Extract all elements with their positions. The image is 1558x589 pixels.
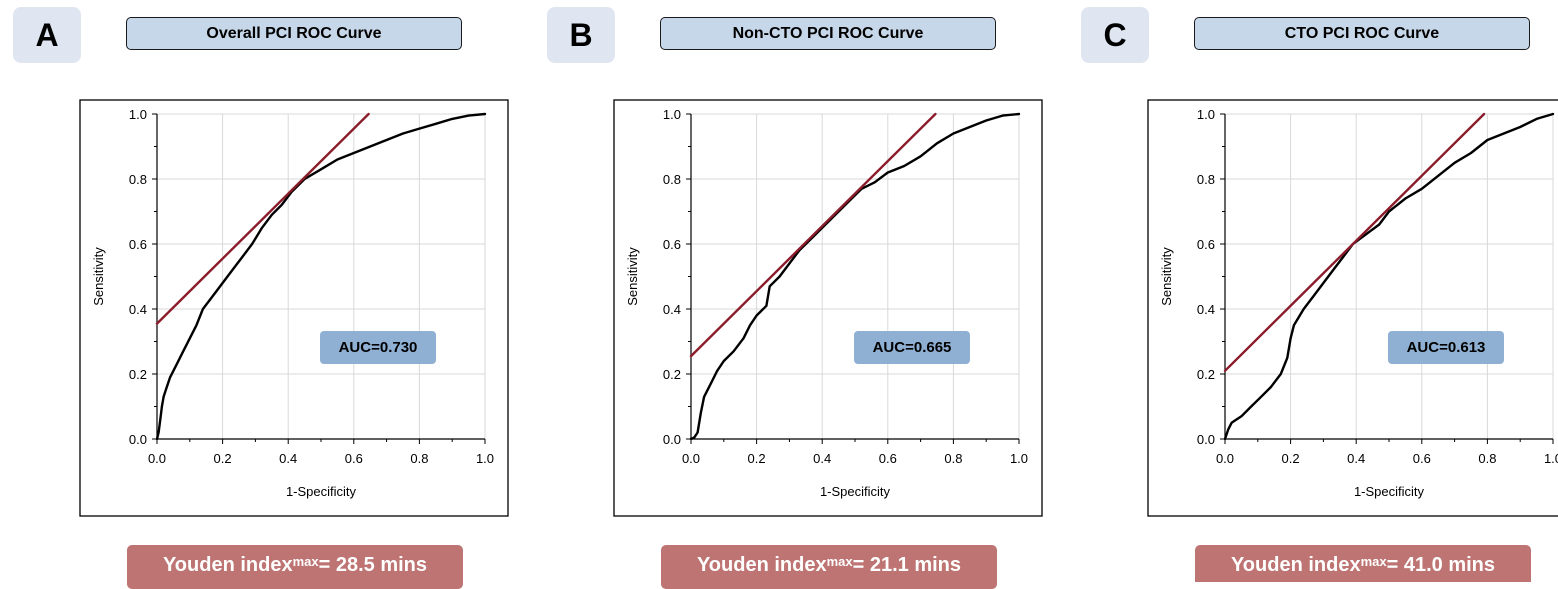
roc-curve <box>689 112 1021 441</box>
x-tick-label: 0.2 <box>214 451 232 466</box>
auc-badge: AUC=0.665 <box>854 331 970 364</box>
youden-value: = 41.0 mins <box>1386 554 1496 576</box>
youden-index-badge: Youden index max = 28.5 mins <box>127 545 463 589</box>
x-tick-label: 0.2 <box>1282 451 1300 466</box>
youden-value: = 28.5 mins <box>318 554 428 576</box>
auc-badge: AUC=0.613 <box>1388 331 1504 364</box>
roc-plot: 0.0 0.2 0.4 0.6 0.8 1.0 0.0 0.2 0.4 0.6 0.8 1.0 1-Sp… <box>1147 99 1558 517</box>
axis-ticks <box>1220 113 1554 444</box>
y-tick-label: 0.0 <box>1197 432 1215 447</box>
x-axis-label: 1-Specificity <box>820 484 891 499</box>
x-tick-label: 0.4 <box>813 451 831 466</box>
youden-tangent-line <box>1223 112 1486 372</box>
x-tick-label: 0.6 <box>1413 451 1431 466</box>
x-axis-label: 1-Specificity <box>1354 484 1425 499</box>
y-tick-label: 1.0 <box>663 107 681 122</box>
x-tick-label: 0.6 <box>879 451 897 466</box>
y-tick-label: 0.0 <box>129 432 147 447</box>
chart-title: CTO PCI ROC Curve <box>1194 17 1530 50</box>
x-tick-label: 0.4 <box>1347 451 1365 466</box>
y-tick-label: 0.8 <box>129 172 147 187</box>
x-tick-label: 1.0 <box>476 451 494 466</box>
y-tick-label: 0.4 <box>1197 302 1215 317</box>
panel-b: B Non-CTO PCI ROC Curve 0.0 0.2 0.4 0.6 0.8 1… <box>534 0 1064 589</box>
y-tick-label: 0.2 <box>1197 367 1215 382</box>
youden-prefix: Youden index <box>696 554 827 576</box>
panel-label: B <box>547 7 615 63</box>
x-tick-label: 0.8 <box>410 451 428 466</box>
youden-prefix: Youden index <box>1230 554 1361 576</box>
y-tick-label: 0.4 <box>129 302 147 317</box>
x-tick-label: 0.0 <box>682 451 700 466</box>
y-axis-label: Sensitivity <box>625 247 640 306</box>
roc-curve <box>1223 112 1555 441</box>
y-tick-label: 0.8 <box>1197 172 1215 187</box>
grid <box>691 113 1020 439</box>
youden-index-badge: Youden index max = 41.0 mins <box>1195 545 1531 582</box>
axis-ticks <box>152 113 486 444</box>
x-tick-label: 0.8 <box>944 451 962 466</box>
chart-title: Non-CTO PCI ROC Curve <box>660 17 996 50</box>
panel-label: A <box>13 7 81 63</box>
x-tick-label: 0.4 <box>279 451 297 466</box>
x-tick-label: 0.0 <box>1216 451 1234 466</box>
youden-tangent-line <box>689 112 937 358</box>
panel-c: C CTO PCI ROC Curve 0.00.20.40.60.81.00.… <box>1068 0 1558 582</box>
plot-frame <box>1147 99 1558 517</box>
y-tick-label: 0.2 <box>129 367 147 382</box>
y-tick-label: 0.6 <box>663 237 681 252</box>
x-tick-label: 1.0 <box>1010 451 1028 466</box>
youden-prefix: Youden index <box>162 554 293 576</box>
y-tick-label: 0.4 <box>663 302 681 317</box>
y-tick-label: 0.6 <box>129 237 147 252</box>
plot-frame <box>79 99 509 517</box>
auc-badge: AUC=0.730 <box>320 331 436 364</box>
youden-tangent-line <box>155 112 370 325</box>
y-tick-label: 1.0 <box>129 107 147 122</box>
y-tick-label: 0.0 <box>663 432 681 447</box>
y-tick-label: 0.2 <box>663 367 681 382</box>
x-tick-label: 0.0 <box>148 451 166 466</box>
youden-subscript: max <box>292 554 319 569</box>
panel-a: A Overall PCI ROC Curve 0.0 0.2 0.4 0.6 0.8 1… <box>0 0 530 589</box>
plot-frame <box>613 99 1043 517</box>
chart-title: Overall PCI ROC Curve <box>126 17 462 50</box>
roc-curve <box>155 112 487 441</box>
x-tick-label: 1.0 <box>1544 451 1558 466</box>
panel-label: C <box>1081 7 1149 63</box>
y-axis-label: Sensitivity <box>1159 247 1174 306</box>
x-axis-label: 1-Specificity <box>286 484 357 499</box>
y-tick-label: 1.0 <box>1197 107 1215 122</box>
y-tick-label: 0.8 <box>663 172 681 187</box>
y-axis-label: Sensitivity <box>91 247 106 306</box>
axis-ticks <box>686 113 1020 444</box>
youden-value: = 21.1 mins <box>852 554 962 576</box>
y-tick-label: 0.6 <box>1197 237 1215 252</box>
x-tick-label: 0.6 <box>345 451 363 466</box>
x-tick-label: 0.2 <box>748 451 766 466</box>
youden-subscript: max <box>826 554 853 569</box>
roc-plot: 0.0 0.2 0.4 0.6 0.8 1.0 0.0 0.2 0.4 0.6 0.8 1.0 1-Sp… <box>613 99 1043 517</box>
youden-index-badge: Youden index max = 21.1 mins <box>661 545 997 589</box>
x-tick-label: 0.8 <box>1478 451 1496 466</box>
roc-plot: 0.0 0.2 0.4 0.6 0.8 1.0 0.0 0.2 0.4 0.6 0.8 1.0 1-Sp… <box>79 99 509 517</box>
youden-subscript: max <box>1360 554 1387 569</box>
grid <box>157 113 486 439</box>
grid <box>1225 113 1554 439</box>
